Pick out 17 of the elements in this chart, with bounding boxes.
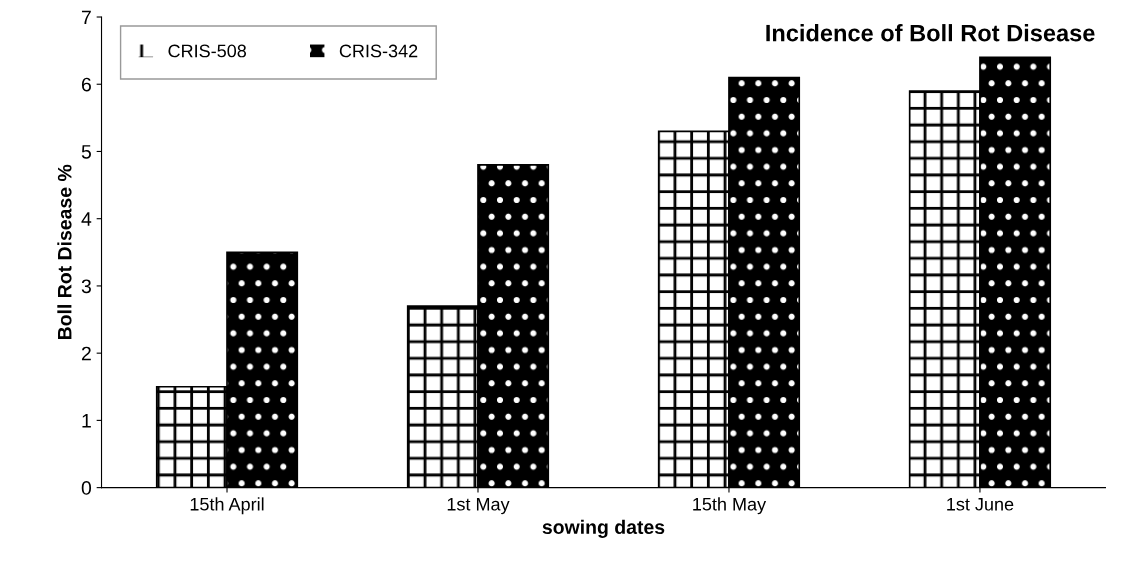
y-tick-label: 1 bbox=[82, 414, 91, 428]
y-tick-label: 6 bbox=[81, 77, 91, 92]
x-tick-label: 1st June bbox=[947, 498, 1014, 511]
x-tick-label: 15th April bbox=[190, 497, 264, 515]
y-axis-title: Boll Rot Disease % bbox=[57, 164, 72, 340]
x-tick-label: 15th May bbox=[693, 497, 767, 515]
x-tick-label: 1st May bbox=[447, 498, 510, 515]
y-tick-label: 0 bbox=[81, 481, 92, 495]
y-tick-label: 4 bbox=[81, 212, 92, 226]
x-axis-title: sowing dates bbox=[542, 519, 665, 538]
legend-label: CRIS-342 bbox=[339, 44, 418, 58]
y-tick-label: 3 bbox=[81, 279, 91, 294]
y-tick-label: 7 bbox=[81, 10, 91, 25]
y-tick-label: 5 bbox=[81, 145, 91, 159]
chart-title: Incidence of Boll Rot Disease bbox=[766, 24, 1095, 42]
legend-label: CRIS-508 bbox=[168, 44, 247, 58]
y-tick-label: 2 bbox=[81, 346, 91, 361]
